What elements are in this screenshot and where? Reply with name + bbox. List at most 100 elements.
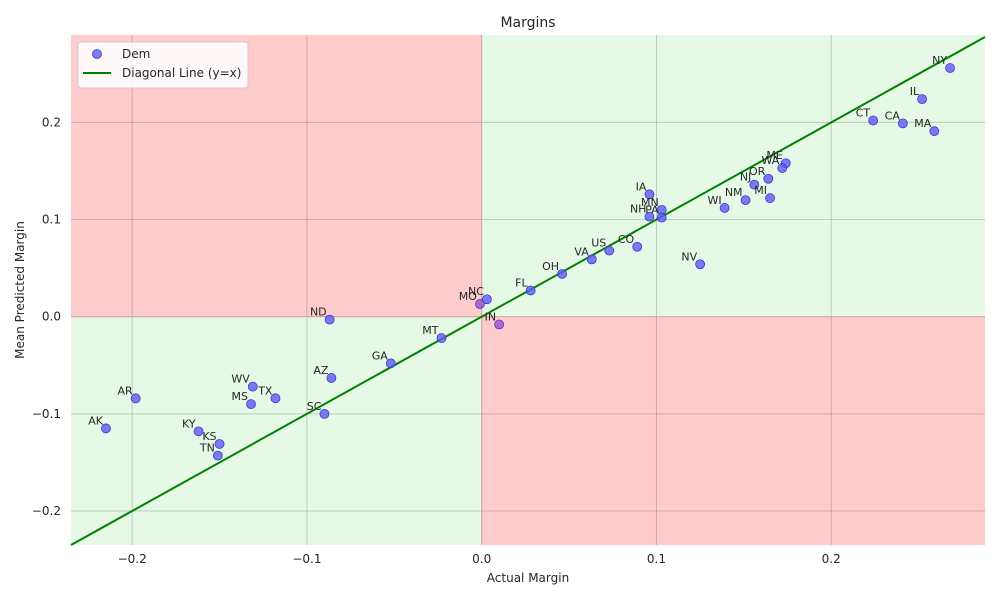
data-point-wv	[247, 381, 258, 392]
point-label-ks: KS	[202, 430, 216, 443]
data-point-ms	[246, 399, 256, 410]
grid-lines	[71, 35, 985, 545]
x-tick-label: −0.1	[292, 552, 321, 566]
data-point-co	[632, 241, 643, 252]
data-point-ky	[193, 426, 204, 437]
point-label-wa: WA	[761, 154, 779, 167]
x-axis-label: Actual Margin	[487, 571, 569, 585]
data-point-or	[763, 173, 774, 184]
point-label-ma: MA	[914, 117, 931, 130]
data-points	[101, 63, 955, 461]
data-point-ma	[929, 126, 940, 137]
data-point-mi	[765, 193, 775, 204]
y-tick-label: −0.1	[32, 407, 61, 421]
x-tick-label: 0.1	[647, 552, 666, 566]
legend-dem-marker	[92, 49, 102, 59]
point-label-ar: AR	[117, 384, 133, 397]
data-point-in	[494, 319, 505, 330]
point-label-or: OR	[749, 165, 766, 178]
data-point-ct	[868, 115, 879, 126]
point-label-mt: MT	[422, 324, 438, 337]
point-label-mn: MN	[641, 196, 659, 209]
data-point-mo	[475, 299, 485, 309]
data-point-nv	[695, 259, 706, 270]
data-point-nc	[482, 294, 492, 305]
x-tick-label: 0.0	[472, 552, 491, 566]
point-label-wv: WV	[231, 373, 250, 386]
point-label-tx: TX	[257, 384, 273, 397]
legend-diagonal-label: Diagonal Line (y=x)	[122, 66, 241, 80]
data-point-ak	[101, 423, 111, 434]
data-point-nj	[749, 179, 760, 190]
point-label-wi: WI	[707, 194, 721, 207]
data-point-wa	[777, 163, 788, 173]
point-label-ga: GA	[372, 349, 389, 362]
data-point-nd	[324, 314, 335, 325]
point-label-ky: KY	[182, 417, 196, 430]
data-point-tn	[212, 450, 223, 461]
point-label-sc: SC	[307, 400, 322, 413]
data-point-us	[604, 245, 615, 256]
point-label-mo: MO	[459, 290, 477, 303]
data-point-ny	[945, 63, 955, 73]
point-label-co: CO	[618, 233, 635, 246]
legend-dem-label: Dem	[122, 47, 150, 61]
y-tick-label: 0.2	[42, 115, 61, 129]
data-point-il	[917, 94, 927, 105]
point-label-us: US	[591, 237, 606, 250]
point-label-ak: AK	[88, 414, 104, 427]
data-point-nm	[740, 195, 751, 206]
point-label-pa: PA	[645, 204, 659, 217]
data-point-sc	[319, 408, 330, 419]
point-label-nc: NC	[468, 285, 484, 298]
point-label-ny: NY	[932, 54, 947, 67]
data-point-ks	[214, 439, 225, 449]
point-label-il: IL	[910, 85, 920, 98]
point-label-in: IN	[485, 310, 496, 323]
region-bottom-right	[481, 316, 985, 545]
zero-lines	[71, 35, 985, 545]
legend: Dem Diagonal Line (y=x)	[77, 41, 249, 89]
point-label-fl: FL	[515, 276, 528, 289]
data-point-ca	[897, 118, 908, 129]
data-point-ia	[644, 189, 655, 200]
x-tick-label: 0.2	[822, 552, 841, 566]
data-point-oh	[557, 269, 567, 279]
y-tick-label: −0.2	[32, 504, 61, 518]
point-label-az: AZ	[313, 364, 329, 377]
point-label-va: VA	[574, 245, 589, 258]
point-label-ct: CT	[856, 106, 871, 119]
point-label-nh: NH	[630, 203, 647, 216]
y-tick-labels: −0.2 −0.1 0.0 0.1 0.2	[32, 115, 61, 518]
y-tick-label: 0.1	[42, 213, 61, 227]
point-label-nd: ND	[310, 306, 327, 319]
chart-title: Margins	[500, 15, 555, 31]
data-point-mt	[436, 333, 447, 343]
data-point-fl	[525, 285, 536, 296]
x-tick-labels: −0.2 −0.1 0.0 0.1 0.2	[118, 552, 841, 566]
point-label-nv: NV	[681, 250, 697, 263]
point-label-ia: IA	[636, 180, 647, 193]
y-axis-label: Mean Predicted Margin	[13, 221, 27, 359]
data-point-pa	[656, 212, 667, 223]
point-label-nm: NM	[725, 186, 743, 199]
point-label-ms: MS	[232, 390, 248, 403]
data-point-ga	[385, 358, 396, 369]
point-label-mi: MI	[754, 184, 767, 197]
legend-box	[77, 41, 249, 89]
data-point-nh	[644, 211, 655, 222]
point-label-tn: TN	[199, 442, 215, 455]
y-tick-label: 0.0	[42, 310, 61, 324]
point-label-me: ME	[766, 149, 782, 162]
data-point-tx	[270, 393, 281, 404]
point-label-nj: NJ	[740, 171, 751, 184]
x-tick-label: −0.2	[118, 552, 147, 566]
data-point-wi	[719, 203, 730, 213]
point-label-ca: CA	[885, 109, 901, 122]
data-point-va	[586, 254, 597, 265]
data-point-az	[326, 373, 337, 383]
data-point-ar	[130, 393, 141, 404]
point-label-oh: OH	[542, 260, 559, 273]
